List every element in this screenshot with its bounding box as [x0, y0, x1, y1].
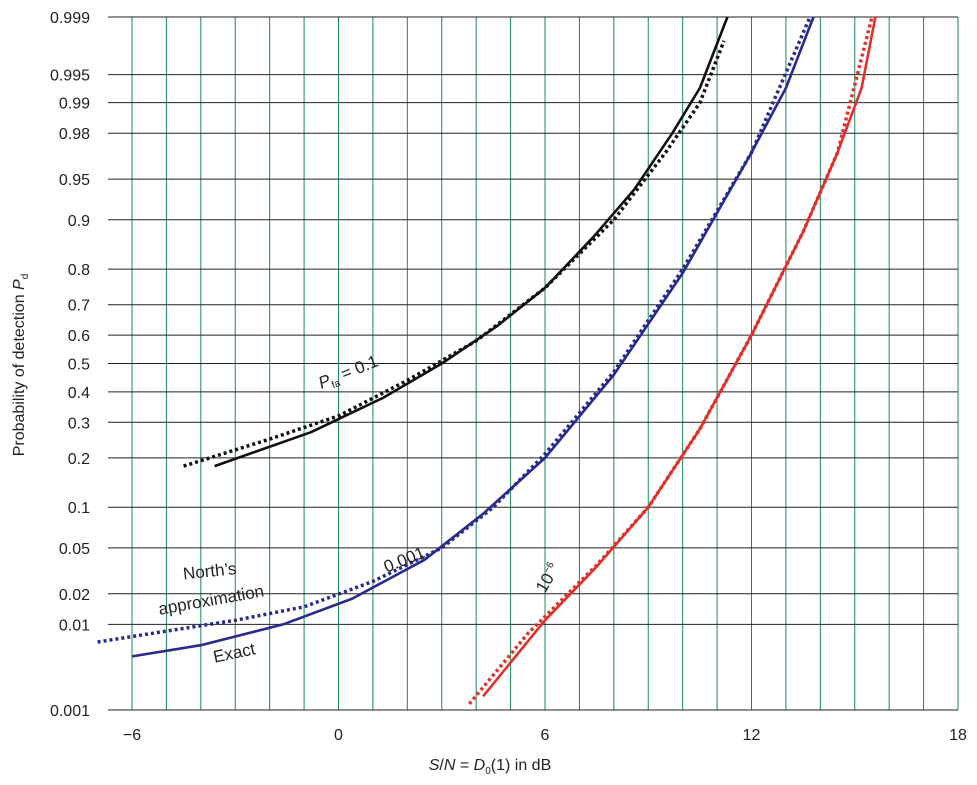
- series-pfa-0.1-exact: [214, 16, 729, 468]
- y-tick-labels: 0.001 0.01 0.02 0.05 0.1 0.2 0.3 0.4 0.5 0.6 0.7 0.…: [50, 10, 90, 720]
- y-tick-label: 0.9: [68, 213, 90, 230]
- x-label-tail: (1) in dB: [491, 757, 551, 774]
- horizontal-gridlines: [108, 16, 958, 711]
- y-tick-label: 0.5: [68, 357, 90, 374]
- y-tick-label: 0.8: [68, 262, 90, 279]
- x-label-eq: =: [455, 757, 473, 774]
- y-tick-label: 0.7: [68, 298, 90, 315]
- x-axis-label: S/N = D0(1) in dB: [429, 757, 552, 777]
- x-tick-labels: −6 0 6 12 18: [123, 727, 967, 744]
- exact-label: Exact: [211, 639, 257, 666]
- y-label-var: P: [11, 279, 28, 290]
- x-tick-label: 0: [334, 727, 343, 744]
- y-tick-label: 0.995: [50, 68, 90, 85]
- y-tick-label: 0.01: [59, 617, 90, 634]
- north-label-1: North’s: [182, 559, 237, 583]
- x-label-slash: /: [439, 757, 444, 774]
- y-tick-label: 0.02: [59, 587, 90, 604]
- y-tick-label: 0.4: [68, 385, 90, 402]
- y-tick-label: 0.6: [68, 328, 90, 345]
- x-label-var-s: S: [429, 757, 440, 774]
- y-tick-label: 0.99: [59, 96, 90, 113]
- x-tick-label: −6: [123, 727, 141, 744]
- series-pfa-1e-6-north: [467, 16, 874, 706]
- y-tick-label: 0.05: [59, 541, 90, 558]
- series-pfa-0.001-north: [97, 16, 812, 644]
- y-axis-label: Probability of detection Pd: [11, 274, 31, 457]
- y-tick-label: 0.95: [59, 172, 90, 189]
- y-tick-label: 0.2: [68, 451, 90, 468]
- y-tick-label: 0.001: [50, 703, 90, 720]
- x-label-var-d: D: [474, 757, 486, 774]
- y-tick-label: 0.3: [68, 415, 90, 432]
- series-pfa-1e-6-exact: [482, 16, 877, 698]
- y-tick-label: 0.98: [59, 126, 90, 143]
- x-label-var-n: N: [444, 757, 456, 774]
- pfa-0.1-label: Pfa = 0.1: [316, 352, 382, 396]
- x-tick-label: 18: [949, 727, 967, 744]
- series-lines: [97, 16, 877, 706]
- y-label-text: Probability of detection: [11, 290, 28, 456]
- y-label-sub: d: [20, 274, 31, 280]
- x-tick-label: 12: [743, 727, 761, 744]
- pfa-1e-6-label: 10−6: [532, 560, 564, 596]
- y-tick-label: 0.999: [50, 10, 90, 27]
- x-label-sub: 0: [485, 766, 491, 777]
- x-tick-label: 6: [541, 727, 550, 744]
- annotations: Pfa = 0.10.00110−6North’sapproximationEx…: [157, 352, 564, 667]
- y-tick-label: 0.1: [68, 500, 90, 517]
- series-pfa-0.1-north: [183, 40, 726, 468]
- north-label-2: approximation: [157, 582, 265, 619]
